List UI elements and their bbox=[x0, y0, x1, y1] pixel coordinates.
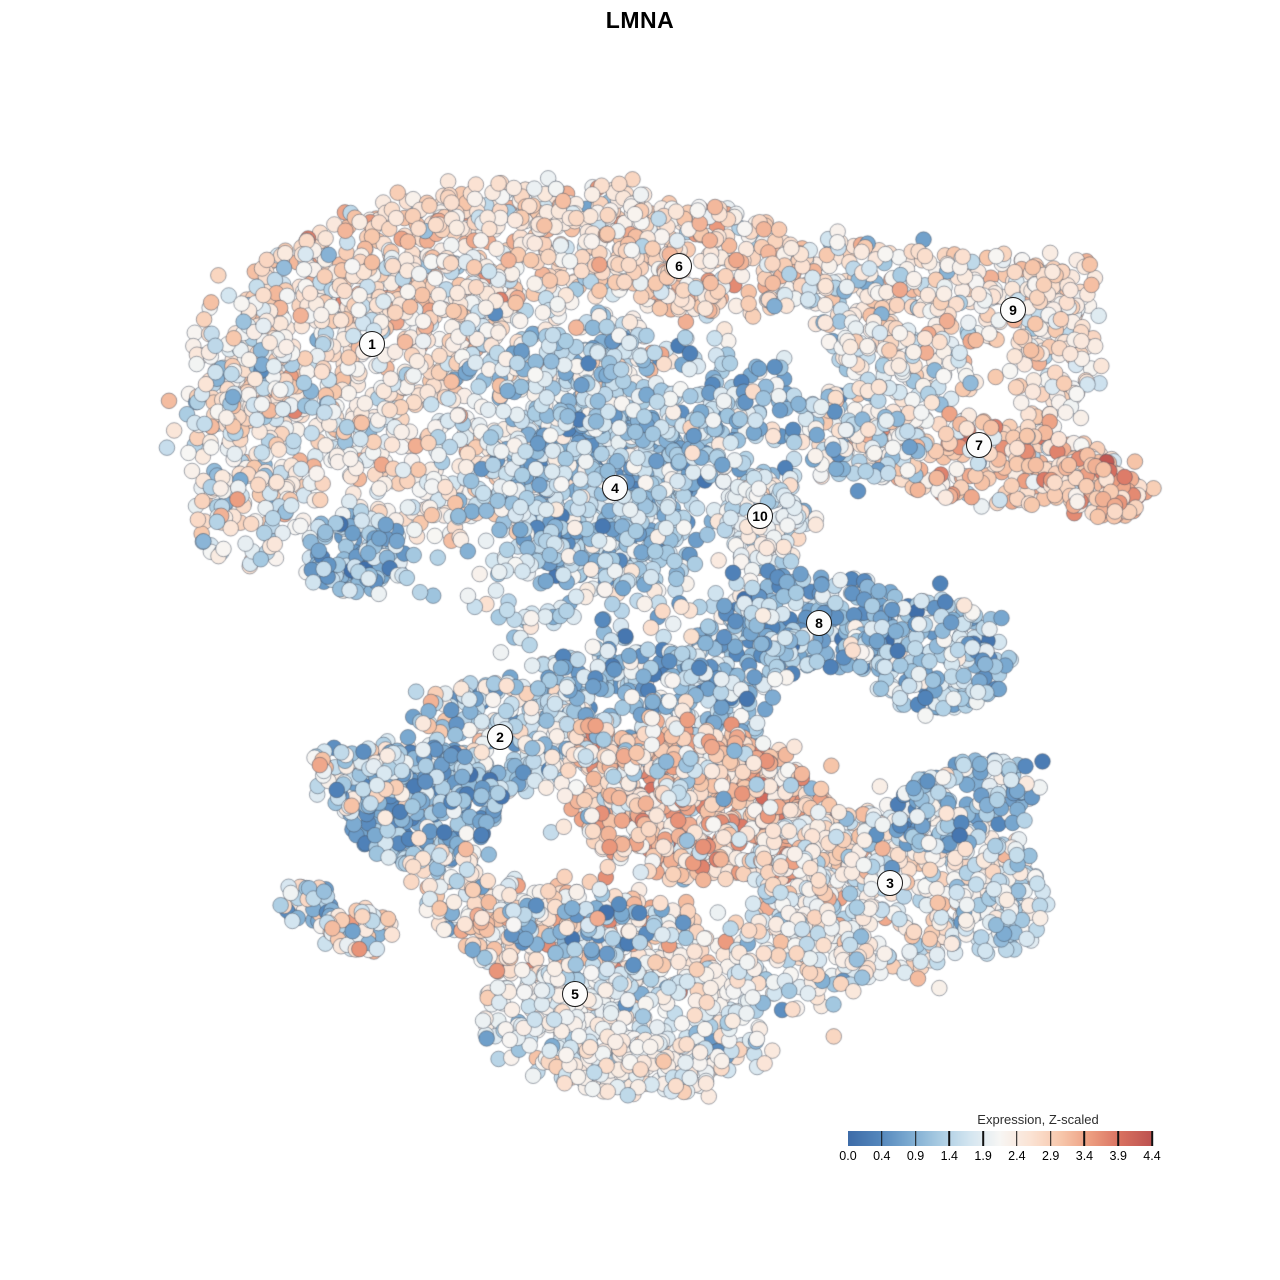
colorbar-gradient bbox=[848, 1131, 1153, 1146]
cluster-label-5: 5 bbox=[562, 981, 588, 1007]
cluster-label-1: 1 bbox=[359, 331, 385, 357]
cluster-label-8: 8 bbox=[806, 610, 832, 636]
colorbar-tick bbox=[1016, 1131, 1018, 1146]
expression-colorbar-legend: Expression, Z-scaled 0.0 0.4 0.9 1.4 1.9 2.4 2… bbox=[839, 1112, 1160, 1165]
colorbar-tick bbox=[1151, 1131, 1153, 1146]
colorbar-tick-label: 2.4 bbox=[1008, 1149, 1026, 1163]
colorbar-tick-label: 0.4 bbox=[873, 1149, 891, 1163]
cluster-label-9: 9 bbox=[1000, 297, 1026, 323]
colorbar-tick bbox=[1117, 1131, 1120, 1146]
colorbar-tick-label: 3.9 bbox=[1109, 1149, 1127, 1163]
colorbar-tick-label: 1.4 bbox=[940, 1149, 959, 1163]
colorbar-tick-label: 0.9 bbox=[906, 1149, 925, 1163]
colorbar-tick-label: 0.0 bbox=[839, 1149, 857, 1163]
colorbar-tick-label: 2.9 bbox=[1041, 1149, 1060, 1163]
colorbar-tick-label: 1.9 bbox=[974, 1149, 992, 1163]
cluster-label-4: 4 bbox=[602, 475, 628, 501]
cluster-label-2: 2 bbox=[487, 724, 513, 750]
colorbar-tick bbox=[982, 1131, 984, 1146]
cluster-label-6: 6 bbox=[666, 253, 692, 279]
colorbar-title: Expression, Z-scaled bbox=[977, 1112, 1099, 1127]
colorbar-tick-labels: 0.0 0.4 0.9 1.4 1.9 2.4 2.9 3.4 3.9 4.4 bbox=[839, 1149, 1160, 1165]
colorbar-tick bbox=[880, 1131, 883, 1146]
cluster-label-3: 3 bbox=[877, 870, 903, 896]
cluster-label-10: 10 bbox=[747, 503, 773, 529]
colorbar-tick bbox=[948, 1131, 951, 1146]
colorbar-tick-label: 3.4 bbox=[1075, 1149, 1094, 1163]
colorbar-tick bbox=[1083, 1131, 1086, 1146]
colorbar-tick-label: 4.4 bbox=[1143, 1149, 1161, 1163]
colorbar-tick bbox=[914, 1131, 917, 1146]
colorbar-tick bbox=[1049, 1131, 1052, 1146]
cluster-label-7: 7 bbox=[966, 432, 992, 458]
